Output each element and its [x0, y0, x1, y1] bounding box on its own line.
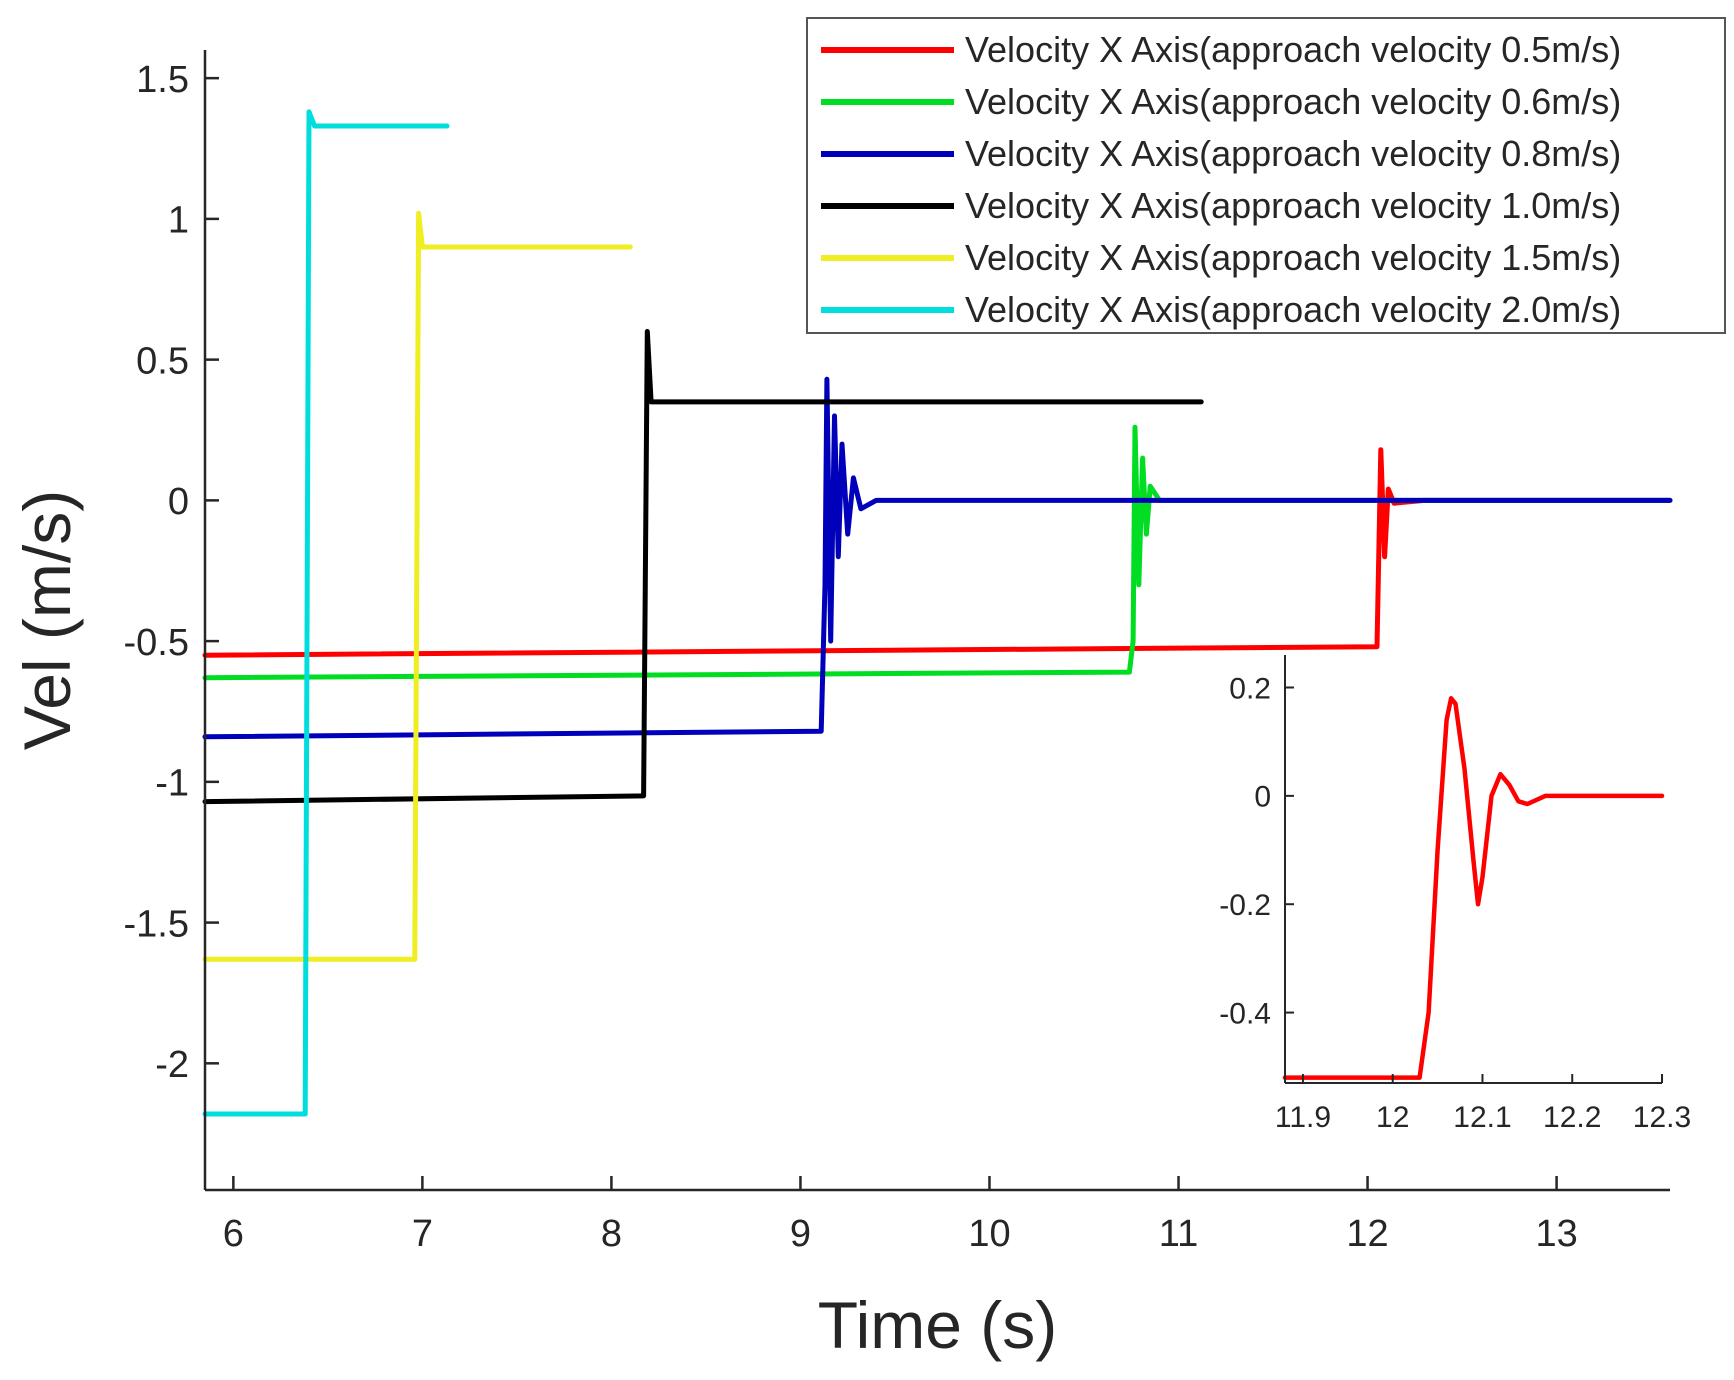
- main-series-line-1: [202, 424, 1673, 681]
- main-y-tick-label: 0.5: [136, 340, 189, 382]
- main-series-line-3: [202, 329, 1204, 805]
- legend-label-0[interactable]: Velocity X Axis(approach velocity 0.5m/s…: [965, 29, 1621, 70]
- legend-label-5[interactable]: Velocity X Axis(approach velocity 2.0m/s…: [965, 289, 1621, 330]
- main-plot: 6 7 8 9 10 11 12 13 1.5 1 0.5 0 -0.5 -1 -1.5 -2 Time (s)…: [10, 50, 1673, 1362]
- inset-series-line-0: [1282, 696, 1665, 1080]
- main-x-tick-label: 8: [601, 1213, 622, 1255]
- main-y-tick-label: -0.5: [124, 622, 189, 664]
- main-y-tick-label: 1.5: [136, 59, 189, 101]
- x-axis-title: Time (s): [818, 1288, 1058, 1362]
- main-x-tick-label: 10: [968, 1213, 1010, 1255]
- main-x-tick-label: 12: [1346, 1213, 1388, 1255]
- main-y-tick-label: -1.5: [124, 903, 189, 945]
- main-y-tick-label: 1: [168, 200, 189, 242]
- inset-x-tick-label: 12: [1376, 1101, 1409, 1134]
- inset-y-tick-label: 0: [1254, 781, 1271, 814]
- inset-y-tick-label: -0.2: [1219, 889, 1271, 922]
- legend-label-4[interactable]: Velocity X Axis(approach velocity 1.5m/s…: [965, 237, 1621, 278]
- inset-y-tick-label: 0.2: [1229, 672, 1271, 705]
- main-x-tick-label: 6: [223, 1213, 244, 1255]
- inset-plot: 11.9 12 12.1 12.2 12.3 0.2 0 -0.2 -0.4: [1219, 655, 1691, 1134]
- legend[interactable]: Velocity X Axis(approach velocity 0.5m/s…: [806, 17, 1726, 334]
- legend-label-3[interactable]: Velocity X Axis(approach velocity 1.0m/s…: [965, 185, 1621, 226]
- main-y-tick-label: 0: [168, 481, 189, 523]
- main-y-tick-label: -2: [155, 1044, 189, 1086]
- main-series-line-4: [202, 210, 633, 962]
- legend-label-2[interactable]: Velocity X Axis(approach velocity 0.8m/s…: [965, 133, 1621, 174]
- main-x-tick-label: 7: [412, 1213, 433, 1255]
- main-series-line-0: [202, 447, 1673, 658]
- inset-x-tick-label: 12.2: [1543, 1101, 1601, 1134]
- main-x-tick-label: 9: [790, 1213, 811, 1255]
- main-x-tick-label: 11: [1159, 1213, 1198, 1255]
- inset-x-tick-label: 12.3: [1633, 1101, 1691, 1134]
- legend-label-1[interactable]: Velocity X Axis(approach velocity 0.6m/s…: [965, 81, 1621, 122]
- legend-box: [806, 17, 1726, 334]
- main-y-tick-label: -1: [155, 763, 189, 805]
- main-series-line-2: [202, 376, 1673, 740]
- inset-y-tick-label: -0.4: [1219, 997, 1271, 1030]
- inset-x-tick-label: 12.1: [1453, 1101, 1511, 1134]
- y-axis-title: Vel (m/s): [10, 490, 84, 750]
- inset-x-tick-label: 11.9: [1275, 1101, 1331, 1134]
- main-series-line-5: [202, 109, 450, 1117]
- main-x-tick-label: 13: [1535, 1213, 1577, 1255]
